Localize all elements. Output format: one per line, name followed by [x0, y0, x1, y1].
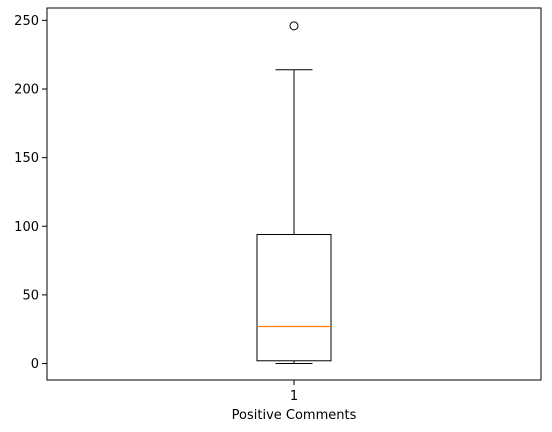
x-tick-label-1: 1 — [290, 389, 298, 404]
outlier-point — [289, 21, 299, 31]
y-tick-label: 0 — [31, 357, 39, 372]
y-tick-label: 100 — [14, 220, 39, 235]
y-axis: 0 50 100 150 200 250 — [14, 14, 47, 372]
boxes — [256, 21, 332, 365]
y-tick-label: 200 — [14, 82, 39, 97]
y-tick-label: 250 — [14, 14, 39, 29]
x-axis-label: Positive Comments — [232, 408, 357, 423]
y-tick-label: 150 — [14, 151, 39, 166]
x-axis: 1 Positive Comments — [232, 380, 357, 423]
y-tick-label: 50 — [22, 288, 39, 303]
iqr-box — [256, 233, 332, 362]
plot-frame — [46, 7, 542, 381]
